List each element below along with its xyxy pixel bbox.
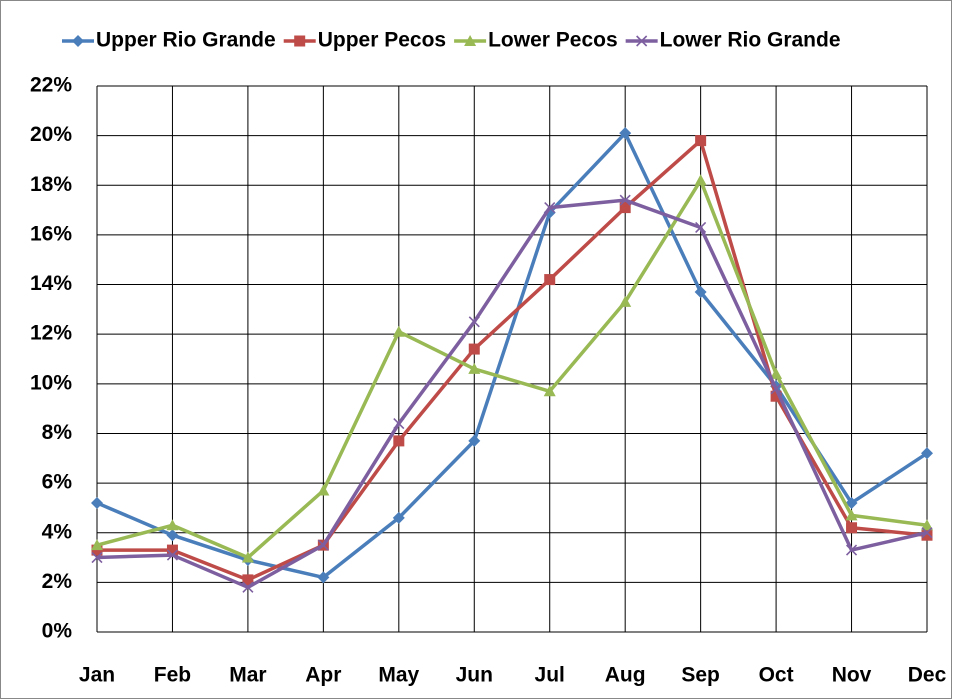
marker <box>695 135 707 147</box>
marker <box>846 522 858 534</box>
marker <box>770 390 782 402</box>
y-tick-label: 20% <box>30 123 72 146</box>
legend-item: Lower Pecos <box>454 29 618 52</box>
x-tick-label: Jan <box>79 664 115 687</box>
marker <box>770 367 783 379</box>
x-tick-label: Sep <box>681 664 720 687</box>
x-tick-label: Oct <box>759 664 794 687</box>
x-tick-label: Aug <box>605 664 646 687</box>
marker <box>91 539 103 551</box>
y-tick-label: 14% <box>30 272 72 295</box>
marker <box>91 551 103 564</box>
y-tick-label: 0% <box>42 620 73 643</box>
marker <box>392 325 405 337</box>
marker <box>544 274 556 286</box>
marker <box>317 484 330 496</box>
x-tick-label: May <box>378 664 419 687</box>
marker <box>242 581 254 593</box>
marker <box>294 35 306 47</box>
x-tick-label: Jul <box>535 664 565 687</box>
marker <box>619 194 631 206</box>
legend-item: Upper Pecos <box>283 29 446 52</box>
marker <box>166 544 178 556</box>
y-tick-label: 12% <box>30 322 72 345</box>
marker <box>921 527 933 539</box>
marker <box>464 35 477 46</box>
marker <box>468 434 481 447</box>
marker <box>695 221 707 234</box>
marker <box>694 174 707 186</box>
marker <box>468 316 480 328</box>
marker <box>921 519 933 531</box>
x-tick-label: Mar <box>229 664 266 687</box>
marker <box>166 519 179 531</box>
marker <box>242 574 254 586</box>
marker <box>393 435 405 447</box>
marker <box>619 295 632 307</box>
y-tick-label: 2% <box>42 570 73 593</box>
legend-label: Upper Pecos <box>318 29 446 52</box>
series-line <box>96 178 928 560</box>
marker <box>636 35 648 47</box>
marker <box>544 202 556 214</box>
legend-item: Lower Rio Grande <box>625 29 841 52</box>
series-line <box>96 131 928 580</box>
y-tick-label: 22% <box>30 74 72 97</box>
marker <box>468 362 481 374</box>
marker <box>392 511 405 524</box>
marker <box>619 202 631 214</box>
marker <box>543 385 556 397</box>
marker <box>166 549 179 561</box>
marker <box>770 383 782 395</box>
y-tick-label: 8% <box>42 421 73 444</box>
series-line <box>96 198 928 590</box>
y-tick-label: 10% <box>30 371 72 394</box>
x-tick-label: Dec <box>908 664 947 687</box>
legend-label: Lower Rio Grande <box>660 29 841 52</box>
marker <box>393 417 405 430</box>
x-tick-label: Nov <box>832 664 872 687</box>
marker <box>317 539 329 551</box>
x-tick-label: Feb <box>154 664 191 687</box>
x-tick-label: Jun <box>456 664 493 687</box>
marker <box>91 496 103 509</box>
marker <box>317 571 330 584</box>
marker <box>694 285 707 298</box>
marker <box>921 447 933 460</box>
legend-label: Upper Rio Grande <box>96 29 276 52</box>
marker <box>845 496 858 509</box>
y-tick-label: 6% <box>42 471 73 494</box>
marker <box>845 544 858 556</box>
marker <box>241 551 254 563</box>
marker <box>166 529 179 542</box>
legend-label: Lower Pecos <box>488 29 618 52</box>
legend-item: Upper Rio Grande <box>62 29 276 52</box>
marker <box>845 509 858 521</box>
marker <box>468 343 480 355</box>
marker <box>921 529 933 541</box>
y-tick-label: 18% <box>30 173 72 196</box>
y-tick-label: 16% <box>30 222 72 245</box>
marker <box>619 127 632 140</box>
x-tick-label: Apr <box>305 664 341 687</box>
marker <box>72 35 84 47</box>
y-tick-label: 4% <box>42 520 73 543</box>
